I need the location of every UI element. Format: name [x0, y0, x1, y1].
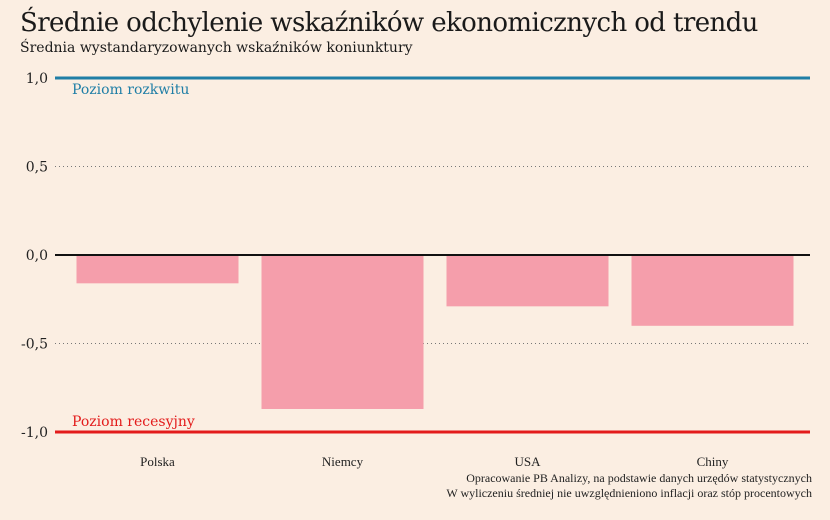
y-tick-label: 0,0	[26, 248, 48, 264]
bar	[76, 255, 239, 284]
x-tick-label: Polska	[140, 454, 175, 469]
x-tick-label: USA	[514, 454, 541, 469]
y-tick-label: -0,5	[21, 337, 48, 353]
footnote: Opracowanie PB Analizy, na podstawie dan…	[446, 471, 812, 501]
bar	[631, 255, 794, 326]
bar	[446, 255, 609, 307]
y-tick-label: 0,5	[26, 160, 48, 176]
chart-subtitle: Średnia wystandaryzowanych wskaźników ko…	[20, 40, 413, 56]
recession-level-label: Poziom recesyjny	[72, 414, 195, 430]
bar	[261, 255, 424, 409]
x-tick-label: Chiny	[697, 454, 729, 469]
footnote-source: Opracowanie PB Analizy, na podstawie dan…	[466, 471, 812, 485]
y-tick-label: 1,0	[26, 71, 48, 87]
footnote-note: W wyliczeniu średniej nie uwzględnienion…	[446, 486, 812, 500]
x-tick-label: Niemcy	[322, 454, 364, 469]
chart-title: Średnie odchylenie wskaźników ekonomiczn…	[20, 8, 758, 38]
boom-level-label: Poziom rozkwitu	[72, 82, 189, 98]
y-tick-label: -1,0	[21, 425, 48, 441]
